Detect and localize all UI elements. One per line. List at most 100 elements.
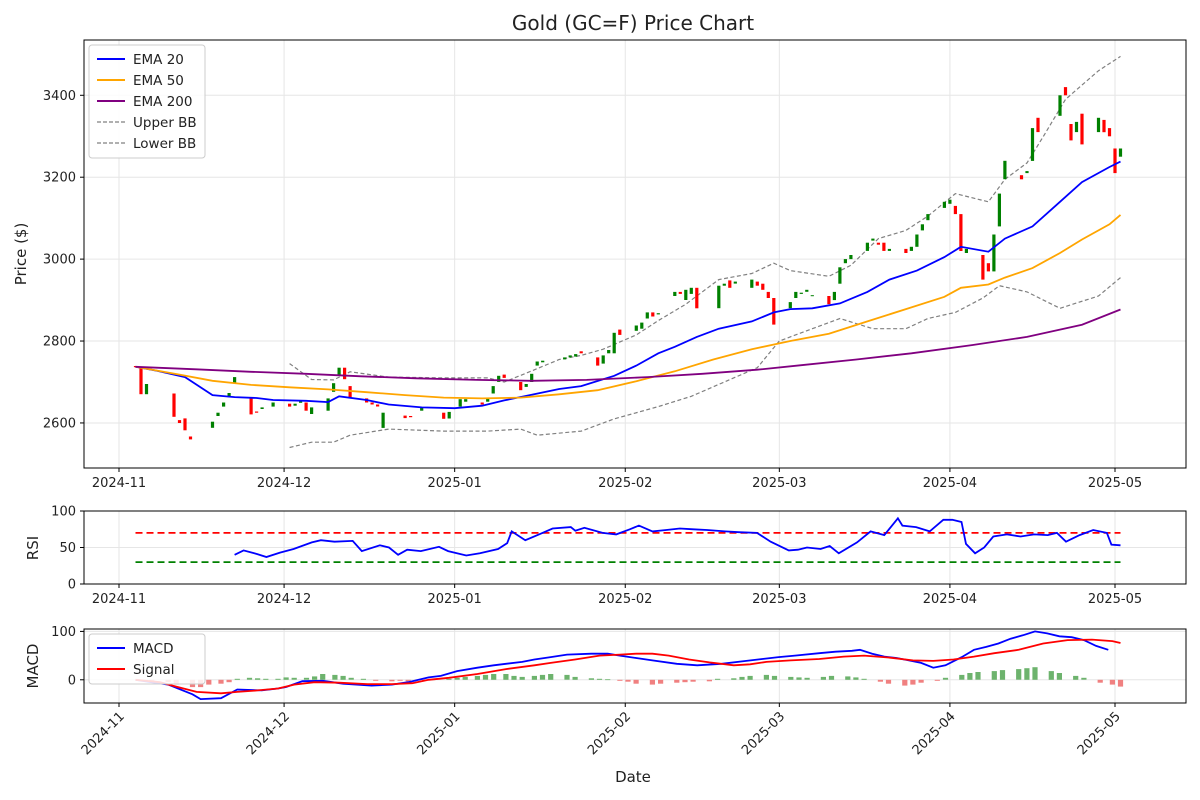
candle: [1063, 87, 1068, 96]
macd-histogram-bar: [572, 676, 578, 680]
candle: [255, 411, 259, 413]
x-tick-label: 2025-02: [598, 476, 652, 491]
candle: [183, 418, 187, 431]
macd-histogram-bar: [975, 672, 981, 680]
candle: [1030, 128, 1035, 161]
candle: [766, 291, 770, 298]
price-grid: [84, 40, 1186, 468]
candle: [871, 238, 875, 241]
candle: [992, 234, 996, 272]
candle: [1019, 175, 1024, 180]
macd-histogram-bar: [446, 678, 452, 680]
candle: [177, 420, 182, 423]
candle: [832, 291, 836, 301]
candle: [761, 283, 765, 290]
macd-histogram-bar: [788, 676, 794, 680]
macd-histogram-bar: [548, 674, 554, 680]
price-y-label: Price ($): [12, 223, 30, 286]
candle: [519, 382, 523, 391]
candle: [1102, 119, 1106, 133]
candle: [497, 375, 501, 382]
macd-histogram-bar: [226, 679, 232, 683]
y-tick-label: 100: [51, 505, 76, 520]
candle: [326, 398, 330, 411]
macd-histogram-bar: [861, 678, 867, 680]
candle: [222, 402, 226, 407]
macd-histogram-bar: [918, 679, 924, 683]
y-tick-label: 3000: [43, 253, 76, 268]
candle: [579, 351, 583, 354]
macd-histogram-bar: [348, 677, 354, 680]
y-tick-label: 50: [59, 541, 76, 556]
price-y-ticks: 2600 2800 3000 3200 3400: [43, 89, 84, 431]
macd-histogram-bar: [902, 679, 908, 686]
macd-histogram-bar: [959, 674, 965, 680]
candle: [772, 298, 776, 325]
candle: [953, 205, 957, 215]
macd-histogram-bar: [1056, 673, 1062, 680]
candle: [618, 329, 622, 335]
macd-histogram-bar: [1016, 669, 1022, 680]
candle: [420, 407, 424, 411]
candle: [876, 242, 880, 245]
macd-histogram-bar: [820, 676, 826, 680]
candle: [568, 355, 572, 358]
macd-histogram-bar: [877, 679, 883, 682]
candle: [144, 384, 149, 395]
candle: [920, 224, 924, 231]
candle: [502, 374, 506, 378]
macd-histogram-bar: [564, 674, 570, 680]
x-tick-label: 2024-12: [244, 709, 293, 758]
candle: [486, 397, 490, 402]
candle: [810, 295, 814, 297]
candle: [458, 399, 462, 407]
macd-histogram-bar: [511, 675, 517, 680]
candle: [376, 404, 380, 407]
candle: [304, 402, 308, 411]
candle: [915, 234, 919, 247]
macd-histogram-bar: [999, 670, 1006, 680]
macd-histogram-bar: [303, 677, 310, 680]
macd-histogram-bar: [845, 676, 851, 680]
candle: [601, 355, 605, 364]
candle: [651, 312, 655, 317]
macd-histogram-bar: [397, 679, 403, 681]
macd-histogram-bar: [218, 679, 224, 684]
candle: [838, 267, 842, 284]
macd-histogram-bar: [731, 678, 737, 680]
macd-histogram-bar: [739, 676, 745, 680]
rsi-line: [234, 516, 1121, 558]
rsi-x-ticks: 2024-11 2024-12 2025-01 2025-02 2025-03 2025-…: [92, 584, 1142, 607]
macd-histogram-bar: [1097, 679, 1103, 683]
macd-line: [135, 630, 1109, 701]
x-tick-label: 2025-05: [1088, 592, 1142, 607]
x-tick-label: 2025-03: [752, 592, 806, 607]
x-tick-label: 2025-04: [923, 592, 977, 607]
rsi-reference-lines: [135, 532, 1121, 563]
candle: [926, 214, 930, 221]
macd-histogram-bar: [1073, 675, 1079, 680]
macd-histogram-bar: [263, 678, 269, 680]
macd-histogram-bar: [747, 675, 753, 680]
candle: [172, 393, 176, 417]
candle: [843, 259, 847, 264]
macd-histogram-bar: [206, 679, 212, 685]
macd-histogram-bar: [967, 673, 973, 680]
macd-panel: 0 100 2024-11 2024-12 2025-01 2025-02 2025-03…: [24, 625, 1187, 786]
x-tick-label: 2025-01: [428, 476, 482, 491]
macd-histogram-bar: [482, 674, 489, 680]
candle: [728, 280, 732, 288]
price-panel: 2600 2800 3000 3200 3400 2024-11 2024-12 2025-…: [12, 39, 1187, 491]
candle: [403, 415, 407, 419]
candle: [612, 332, 616, 354]
candle: [1096, 117, 1101, 133]
candle: [1080, 113, 1084, 145]
macd-histogram-bar: [796, 677, 802, 680]
candle: [1113, 148, 1117, 174]
candle: [959, 214, 963, 251]
rsi-y-label: RSI: [24, 536, 42, 560]
candle: [563, 357, 567, 360]
candle: [684, 289, 688, 300]
candle: [909, 246, 913, 251]
